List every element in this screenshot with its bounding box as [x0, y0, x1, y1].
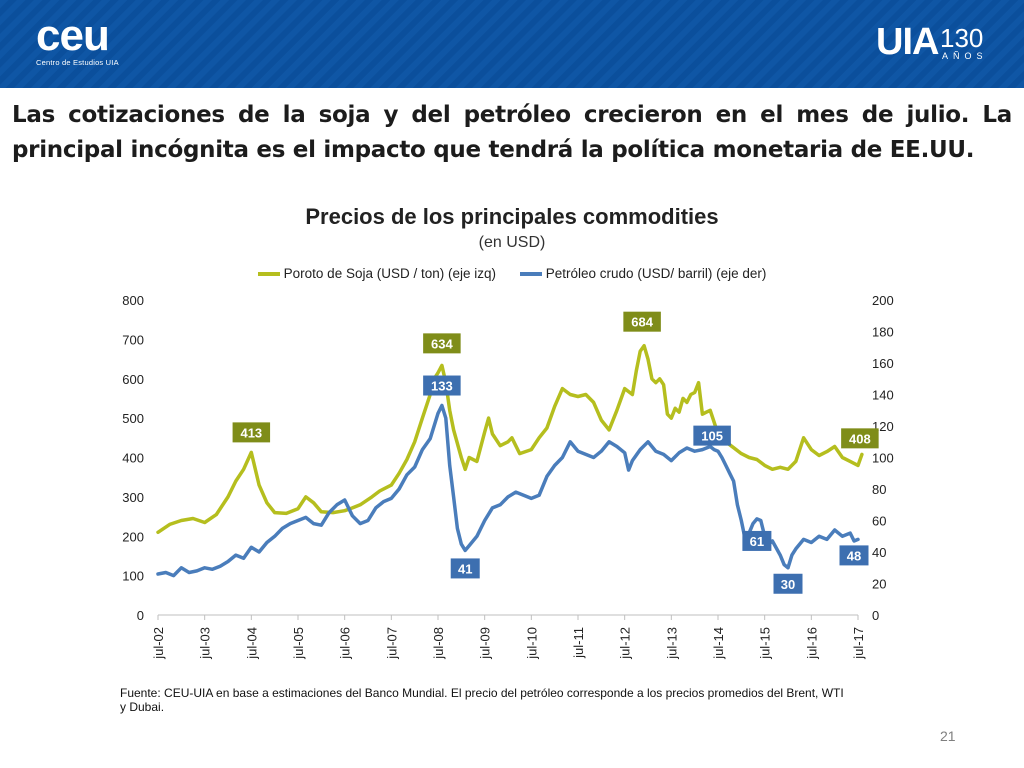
y-right-tick-label: 80: [872, 482, 886, 497]
ceu-logo: ceu Centro de Estudios UIA: [36, 11, 119, 68]
legend-swatch-soja: [257, 272, 280, 277]
data-label-box: [839, 545, 869, 566]
chart-subtitle: (en USD): [478, 234, 546, 251]
uia-logo-number: 130: [940, 23, 984, 53]
data-label-box: [693, 425, 731, 446]
chart-legend: Poroto de Soja (USD / ton) (eje izq) Pet…: [0, 266, 1024, 281]
y-right-tick-label: 100: [872, 451, 894, 466]
data-label: 61: [750, 534, 764, 549]
x-tick-label: jul-04: [244, 627, 259, 660]
data-label: 133: [431, 379, 453, 394]
source-footnote: Fuente: CEU-UIA en base a estimaciones d…: [120, 686, 844, 714]
y-right-tick-label: 40: [872, 545, 886, 560]
data-label: 105: [701, 429, 723, 444]
uia-logo: UIA 130 AÑOS: [876, 18, 994, 68]
y-left-tick-label: 0: [137, 608, 144, 623]
data-label-box: [423, 333, 461, 354]
x-tick-label: jul-11: [571, 627, 586, 659]
uia-logo-years: AÑOS: [942, 51, 988, 61]
y-left-tick-label: 600: [122, 372, 144, 387]
x-tick-label: jul-02: [151, 627, 166, 660]
y-right-tick-label: 20: [872, 577, 886, 592]
series-line-petroleo: [156, 403, 860, 578]
page-number: 21: [940, 728, 956, 744]
data-label-box: [742, 530, 772, 551]
y-left-tick-label: 400: [122, 451, 144, 466]
data-label: 413: [240, 425, 262, 440]
ceu-logo-text: ceu: [36, 11, 110, 60]
x-tick-label: jul-08: [431, 627, 446, 660]
data-label-box: [841, 428, 879, 449]
data-label: 48: [847, 548, 861, 563]
data-label-box: [232, 422, 271, 443]
data-label-box: [623, 311, 661, 332]
data-label: 684: [631, 315, 653, 330]
data-label: 408: [849, 431, 871, 446]
x-tick-label: jul-13: [664, 627, 679, 660]
y-left-tick-label: 100: [122, 569, 144, 584]
y-right-tick-label: 180: [872, 325, 894, 340]
y-right-tick-label: 160: [872, 356, 894, 371]
y-left-tick-label: 800: [122, 293, 144, 308]
series-line-soja: [156, 343, 864, 535]
slide-title: Las cotizaciones de la soja y del petról…: [12, 102, 1012, 163]
y-right-tick-label: 60: [872, 514, 886, 529]
x-tick-label: jul-15: [758, 627, 773, 660]
y-left-tick-label: 500: [122, 411, 144, 426]
legend-label-petroleo: Petróleo crudo (USD/ barril) (eje der): [545, 266, 767, 281]
chart-title: Precios de los principales commodities: [305, 204, 719, 229]
x-tick-label: jul-10: [524, 627, 539, 660]
commodities-chart: 0100200300400500600700800020406080100120…: [122, 293, 894, 660]
data-label: 634: [431, 336, 453, 351]
x-tick-label: jul-09: [478, 627, 493, 660]
y-right-tick-label: 140: [872, 388, 894, 403]
legend-swatch-petroleo: [519, 272, 542, 277]
x-tick-label: jul-05: [291, 627, 306, 660]
x-tick-label: jul-16: [804, 627, 819, 660]
x-tick-label: jul-07: [384, 627, 399, 660]
header-pattern: [0, 0, 1024, 88]
y-left-tick-label: 300: [122, 490, 144, 505]
legend-label-soja: Poroto de Soja (USD / ton) (eje izq): [283, 266, 496, 281]
legend-item-soja: Poroto de Soja (USD / ton) (eje izq): [257, 266, 496, 281]
y-left-tick-label: 700: [122, 332, 144, 347]
y-left-tick-label: 200: [122, 529, 144, 544]
x-tick-label: jul-14: [711, 627, 726, 660]
x-tick-label: jul-17: [851, 627, 866, 660]
data-label: 41: [458, 561, 472, 576]
uia-logo-text: UIA: [876, 21, 939, 63]
header-banner: ceu Centro de Estudios UIA UIA 130 AÑOS: [0, 0, 1024, 88]
data-label-box: [423, 375, 461, 396]
data-label: 30: [781, 577, 795, 592]
y-right-tick-label: 200: [872, 293, 894, 308]
x-tick-label: jul-12: [618, 627, 633, 660]
data-label-box: [773, 573, 803, 594]
x-tick-label: jul-06: [338, 627, 353, 660]
y-right-tick-label: 0: [872, 608, 879, 623]
ceu-logo-tagline: Centro de Estudios UIA: [36, 58, 119, 67]
legend-item-petroleo: Petróleo crudo (USD/ barril) (eje der): [519, 266, 767, 281]
data-label-box: [450, 558, 480, 579]
x-tick-label: jul-03: [198, 627, 213, 660]
